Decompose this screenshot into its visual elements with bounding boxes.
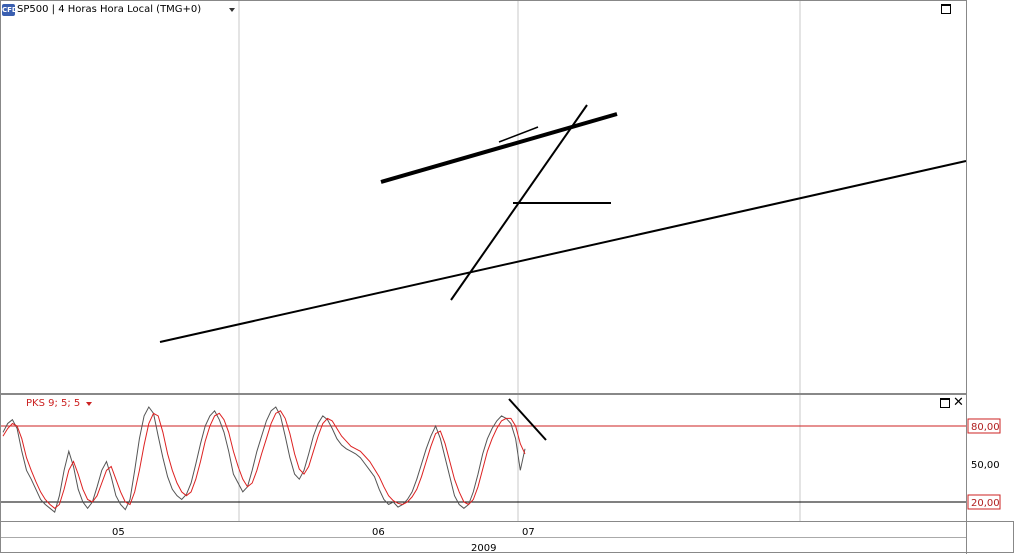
series-line [2, 410, 526, 509]
rising-trendline [159, 160, 967, 343]
maximize-icon[interactable] [941, 4, 951, 14]
dropdown-arrow-icon[interactable] [86, 402, 92, 406]
indicator-label[interactable]: PKS 9; 5; 5 [26, 398, 81, 409]
time-axis-border [0, 521, 1014, 553]
short-slanted-line [498, 126, 539, 143]
cfd-icon: CFD [2, 4, 18, 16]
channel-line [380, 112, 618, 184]
y-tick-label: 50,00 [971, 460, 1000, 471]
oscillator-trendline [508, 398, 547, 441]
close-icon[interactable]: ✕ [953, 395, 964, 410]
drawn-lines[interactable] [0, 0, 967, 441]
x-tick-label: 05 [112, 527, 125, 538]
y-tick-label: 20,00 [971, 498, 1000, 509]
timeframe-label: 4 Horas Hora Local (TMG+0) [58, 4, 202, 15]
title-separator: | [48, 4, 59, 15]
x-tick-label: 07 [522, 527, 535, 538]
dropdown-arrow-icon[interactable] [229, 8, 235, 12]
chart-title[interactable]: SP500 | 4 Horas Hora Local (TMG+0) [17, 4, 201, 15]
symbol-label: SP500 [17, 4, 49, 15]
oscillator-series[interactable] [0, 406, 966, 513]
level-box [967, 494, 1001, 510]
level-box [967, 418, 1001, 434]
y-tick-label: 80,00 [971, 422, 1000, 433]
axis-labels: 960,00950,00940,00930,00920,00910,00900,… [112, 418, 1001, 554]
maximize-icon[interactable] [940, 398, 950, 408]
x-tick-label: 06 [372, 527, 385, 538]
x-year-label: 2009 [471, 543, 496, 554]
